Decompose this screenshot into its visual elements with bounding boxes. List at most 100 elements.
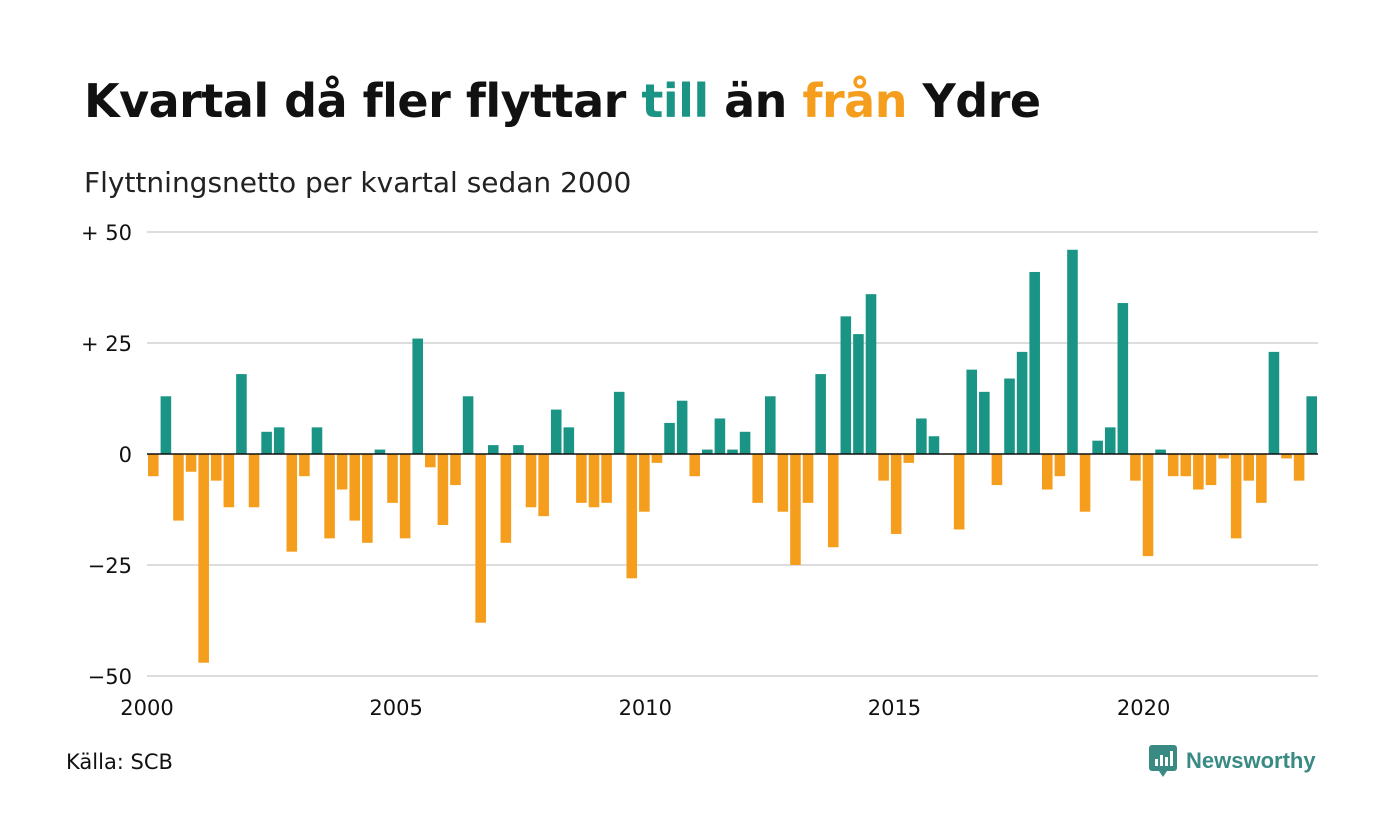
bar (840, 316, 852, 454)
bar (450, 454, 461, 486)
brand[interactable]: Newsworthy (1148, 744, 1316, 778)
bar (1293, 454, 1305, 481)
x-tick-label: 2020 (1117, 696, 1170, 720)
bar (525, 454, 537, 508)
bar (273, 427, 285, 454)
bar (626, 454, 638, 579)
bar (790, 454, 801, 565)
bar (261, 431, 272, 454)
bar (953, 454, 965, 530)
bar (890, 454, 902, 534)
bar (1155, 449, 1166, 454)
bar (903, 454, 915, 463)
grid-lines (147, 231, 1318, 677)
y-axis-labels: + 50 + 25 0 −25 −50 (81, 221, 132, 689)
bar (1029, 271, 1040, 454)
bar (1193, 454, 1204, 490)
bar (1004, 378, 1015, 454)
bar (777, 454, 789, 512)
x-tick-label: 2015 (868, 696, 921, 720)
bar (1092, 440, 1103, 454)
x-tick-label: 2005 (369, 696, 422, 720)
bar (1067, 249, 1078, 454)
y-tick-label: −25 (88, 554, 132, 578)
bar (362, 454, 373, 543)
bar (1306, 396, 1317, 454)
y-tick-label: 0 (119, 443, 132, 467)
bar (979, 391, 990, 454)
bar (210, 454, 222, 481)
bar (853, 334, 864, 454)
bar (1205, 454, 1217, 486)
newsworthy-logo-icon (1149, 745, 1177, 777)
bar (702, 449, 713, 454)
bar (1243, 454, 1255, 481)
bar (538, 454, 549, 517)
bar (425, 454, 436, 468)
chart-title: Kvartal då fler flyttar till än från Ydr… (84, 74, 1041, 128)
title-fran: från (802, 74, 907, 128)
bar (827, 454, 839, 548)
bar (727, 449, 738, 454)
bar (1230, 454, 1242, 539)
bar (299, 454, 310, 477)
bar (1281, 454, 1292, 459)
bar (185, 454, 197, 472)
bar (462, 396, 474, 454)
bar (160, 396, 172, 454)
bar (764, 396, 776, 454)
bars (148, 249, 1317, 663)
bar (550, 409, 562, 454)
bar (878, 454, 889, 481)
bar (475, 454, 486, 623)
bar (714, 418, 726, 454)
bar (802, 454, 814, 503)
bar (500, 454, 512, 543)
bar (966, 369, 978, 454)
bar (815, 374, 826, 454)
source-note: Källa: SCB (66, 750, 173, 774)
bar (513, 445, 524, 454)
bar (374, 449, 386, 454)
bar (148, 454, 159, 477)
bar (236, 374, 247, 454)
bar (487, 445, 499, 454)
bar (1268, 351, 1280, 454)
bar (1180, 454, 1192, 477)
bar (311, 427, 323, 454)
bar (324, 454, 335, 539)
x-tick-label: 2000 (120, 696, 173, 720)
bar (601, 454, 612, 503)
bar (1167, 454, 1179, 477)
bar (1218, 454, 1229, 459)
bar (689, 454, 701, 477)
bar (752, 454, 763, 503)
bar (576, 454, 587, 503)
bar (173, 454, 184, 521)
bar (865, 294, 877, 454)
bar (739, 431, 751, 454)
bar (1054, 454, 1066, 477)
bar (437, 454, 449, 526)
bar (676, 400, 688, 454)
bar (1079, 454, 1091, 512)
bar (336, 454, 348, 490)
bar (1130, 454, 1141, 481)
title-part1: Kvartal då fler flyttar (84, 74, 642, 128)
bar (399, 454, 411, 539)
y-tick-label: + 25 (81, 332, 132, 356)
bar (928, 436, 940, 454)
bar (613, 391, 625, 454)
bar (916, 418, 927, 454)
bar (651, 454, 663, 463)
x-axis-labels: 2000 2005 2010 2015 2020 (120, 696, 1170, 720)
bar (248, 454, 260, 508)
bar (223, 454, 235, 508)
bar (639, 454, 650, 512)
bar (588, 454, 600, 508)
bar (387, 454, 398, 503)
y-tick-label: −50 (88, 665, 132, 689)
title-part3: Ydre (906, 74, 1041, 128)
bar (412, 338, 424, 454)
